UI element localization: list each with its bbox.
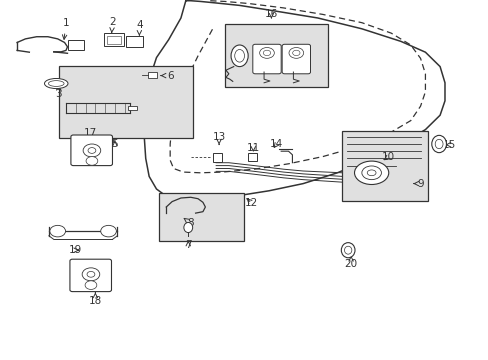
Ellipse shape xyxy=(354,161,388,184)
Text: 4: 4 xyxy=(136,20,142,36)
Ellipse shape xyxy=(234,49,244,62)
Bar xyxy=(147,72,157,78)
Text: 10: 10 xyxy=(382,152,394,162)
Text: 5: 5 xyxy=(111,139,118,149)
Bar xyxy=(106,36,121,44)
Bar xyxy=(59,66,193,138)
Ellipse shape xyxy=(361,166,381,180)
Circle shape xyxy=(87,271,95,277)
Bar xyxy=(224,24,327,87)
FancyBboxPatch shape xyxy=(71,135,112,166)
Bar xyxy=(68,40,84,50)
Circle shape xyxy=(83,144,101,157)
Bar xyxy=(128,106,137,110)
Text: 20: 20 xyxy=(344,256,357,269)
Text: 3: 3 xyxy=(55,85,62,99)
Circle shape xyxy=(88,148,96,153)
Text: 13: 13 xyxy=(212,132,225,145)
Ellipse shape xyxy=(230,45,247,67)
Circle shape xyxy=(86,157,98,165)
Text: 12: 12 xyxy=(244,198,258,208)
Ellipse shape xyxy=(341,243,354,258)
Text: 15: 15 xyxy=(442,140,456,150)
Text: 9: 9 xyxy=(413,179,423,189)
Ellipse shape xyxy=(263,50,270,55)
Bar xyxy=(159,193,244,241)
Text: 18: 18 xyxy=(88,293,102,306)
Ellipse shape xyxy=(48,81,64,86)
Ellipse shape xyxy=(292,50,299,55)
Text: 17: 17 xyxy=(83,128,97,141)
Text: 1: 1 xyxy=(62,18,69,39)
Bar xyxy=(126,36,143,47)
Bar xyxy=(103,33,124,46)
Ellipse shape xyxy=(288,48,303,58)
Ellipse shape xyxy=(44,78,68,89)
Circle shape xyxy=(85,281,97,289)
Text: 16: 16 xyxy=(264,9,278,19)
Text: 6: 6 xyxy=(161,71,173,81)
FancyBboxPatch shape xyxy=(252,44,281,74)
Ellipse shape xyxy=(183,222,192,233)
Circle shape xyxy=(50,225,65,237)
Ellipse shape xyxy=(431,135,446,153)
Circle shape xyxy=(82,268,100,281)
Text: 2: 2 xyxy=(109,17,116,32)
Bar xyxy=(248,153,257,161)
Text: 7: 7 xyxy=(184,240,191,250)
Ellipse shape xyxy=(344,246,351,254)
FancyBboxPatch shape xyxy=(70,259,111,292)
Text: 11: 11 xyxy=(246,143,260,153)
Bar xyxy=(342,131,427,201)
Bar xyxy=(212,153,222,162)
Text: 8: 8 xyxy=(184,218,194,228)
Circle shape xyxy=(101,225,116,237)
Text: 19: 19 xyxy=(69,245,82,255)
Ellipse shape xyxy=(366,170,375,176)
FancyBboxPatch shape xyxy=(282,44,310,74)
Ellipse shape xyxy=(259,48,274,58)
Text: 14: 14 xyxy=(269,139,283,149)
Ellipse shape xyxy=(434,139,442,149)
